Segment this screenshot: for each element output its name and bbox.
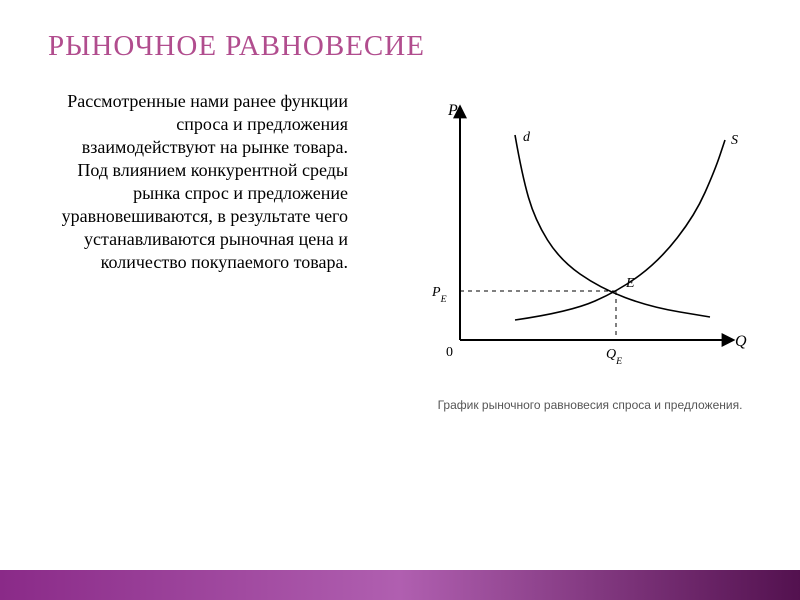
svg-text:d: d bbox=[523, 130, 531, 145]
svg-text:P: P bbox=[447, 102, 458, 119]
chart-canvas: P Q 0 d S E PE QE bbox=[420, 90, 760, 390]
svg-text:0: 0 bbox=[446, 345, 453, 360]
svg-text:PE: PE bbox=[431, 285, 447, 305]
chart-caption: График рыночного равновесия спроса и пре… bbox=[420, 398, 760, 412]
equilibrium-chart: P Q 0 d S E PE QE График рыночного равновесия с… bbox=[420, 90, 760, 412]
svg-text:E: E bbox=[625, 276, 635, 291]
chart-svg: P Q 0 d S E PE QE bbox=[420, 90, 760, 390]
accent-bar bbox=[0, 570, 800, 600]
svg-text:QE: QE bbox=[606, 347, 622, 367]
body-paragraph: Рассмотренные нами ранее функции спроса … bbox=[48, 90, 348, 274]
page-title: Рыночное равновесие bbox=[48, 30, 425, 63]
svg-text:Q: Q bbox=[735, 333, 747, 350]
svg-text:S: S bbox=[731, 133, 738, 148]
